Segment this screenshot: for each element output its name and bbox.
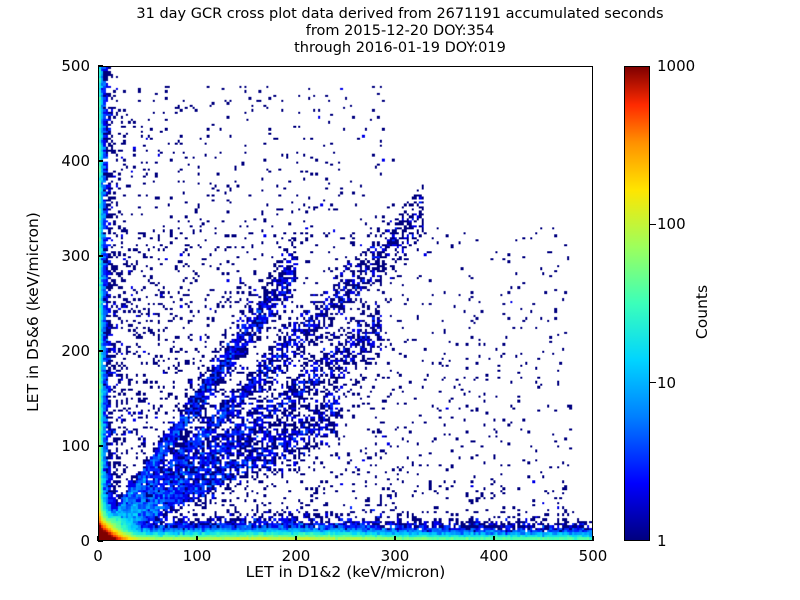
y-tick-label: 0 (80, 532, 90, 550)
colorbar-tick-label: 100 (657, 215, 686, 234)
x-tick-label: 100 (182, 547, 212, 565)
x-tick-mark (295, 536, 297, 541)
title-line-1: 31 day GCR cross plot data derived from … (136, 6, 664, 22)
x-tick-mark (394, 536, 396, 541)
x-tick-mark (196, 536, 198, 541)
colorbar-tick-label: 10 (657, 373, 677, 392)
colorbar-tick-mark (650, 382, 656, 384)
chart-title: 31 day GCR cross plot data derived from … (0, 6, 800, 57)
colorbar (624, 66, 650, 541)
x-axis-label: LET in D1&2 (keV/micron) (245, 563, 446, 581)
title-line-2: from 2015-12-20 DOY:354 (305, 23, 495, 39)
density-scatter-plot (99, 67, 592, 540)
x-tick-label: 500 (578, 547, 608, 565)
x-tick-mark (97, 536, 99, 541)
x-tick-label: 400 (479, 547, 509, 565)
y-tick-mark (98, 350, 103, 352)
y-tick-label: 300 (61, 247, 90, 265)
x-tick-mark (592, 536, 594, 541)
y-tick-mark (98, 255, 103, 257)
colorbar-tick-mark (650, 223, 656, 225)
y-tick-mark (98, 445, 103, 447)
x-tick-label: 200 (281, 547, 311, 565)
y-tick-label: 500 (61, 57, 90, 75)
y-tick-mark (98, 540, 103, 542)
y-tick-mark (98, 160, 103, 162)
plot-area (98, 66, 593, 541)
x-tick-mark (493, 536, 495, 541)
y-tick-label: 100 (61, 437, 90, 455)
title-line-3: through 2016-01-19 DOY:019 (294, 40, 506, 56)
colorbar-tick-label: 1000 (657, 57, 696, 75)
colorbar-gradient (625, 67, 649, 540)
y-tick-label: 200 (61, 342, 90, 360)
y-tick-label: 400 (61, 152, 90, 170)
colorbar-label: Counts (693, 284, 711, 340)
y-axis-label: LET in D5&6 (keV/micron) (24, 212, 42, 412)
colorbar-tick-label: 1 (657, 532, 667, 550)
x-tick-label: 0 (93, 547, 103, 565)
x-tick-label: 300 (380, 547, 410, 565)
y-tick-mark (98, 65, 103, 67)
